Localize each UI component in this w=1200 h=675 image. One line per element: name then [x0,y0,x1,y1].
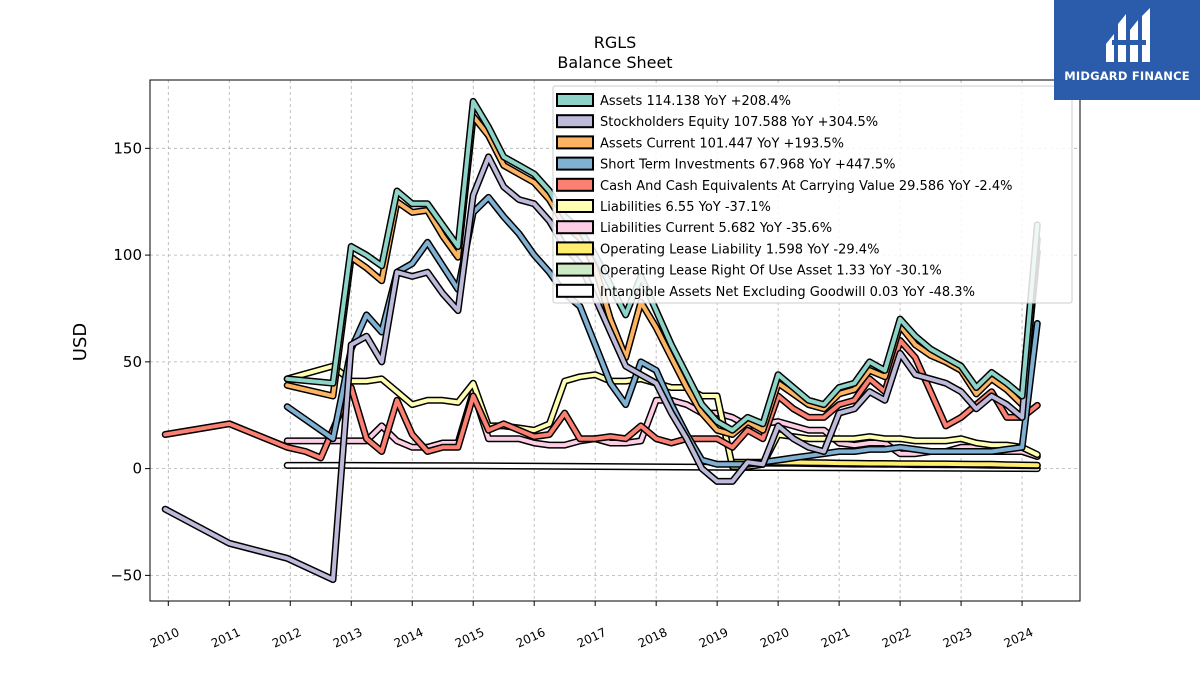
series-stroke [285,99,1040,433]
legend-entry: Liabilities Current 5.682 YoY -35.6% [600,221,832,236]
brand-logo: MIDGARD FINANCE [1054,0,1200,100]
series-line [283,97,1041,434]
series-stroke [285,114,1040,437]
x-tick-label: 2011 [209,625,243,651]
legend-entry: Short Term Investments 67.968 YoY +447.5… [600,158,896,173]
x-tick-label: 2020 [758,625,792,651]
series-line [161,153,1041,584]
series-stroke [163,154,1040,582]
legend-swatch [556,177,594,192]
legend-entry: Assets Current 101.447 YoY +193.5% [600,136,844,151]
legend-swatch [556,241,594,256]
legend-entry: Stockholders Equity 107.588 YoY +304.5% [600,115,878,130]
series-line [283,388,1041,460]
legend-entry: Cash And Cash Equivalents At Carrying Va… [600,179,1012,194]
legend-entry: Assets 114.138 YoY +208.4% [600,94,791,109]
x-tick-label: 2017 [575,625,609,651]
brand-name: MIDGARD FINANCE [1064,69,1190,83]
y-tick-label: −50 [110,566,142,584]
series-layer [161,97,1041,584]
legend-swatch [556,114,594,129]
x-tick-label: 2016 [514,625,548,651]
y-tick-label: 50 [123,353,142,371]
x-tick-label: 2024 [1002,625,1036,651]
legend-entry: Liabilities 6.55 YoY -37.1% [600,200,771,215]
y-tick-label: 0 [132,460,142,478]
legend-entry: Operating Lease Liability 1.598 YoY -29.… [600,242,879,257]
legend-swatch [556,262,594,277]
series-stroke [163,338,1040,460]
x-tick-label: 2012 [270,625,304,651]
x-tick-label: 2014 [392,625,426,651]
chart-title: RGLS [594,33,637,52]
legend-entry: Intangible Assets Net Excluding Goodwill… [600,285,975,300]
midgard-logo-icon [1106,8,1150,62]
plot-frame [149,79,1081,602]
legend-swatch [556,135,594,150]
series-line [283,362,1041,470]
x-tick-label: 2023 [941,625,975,651]
x-tick-label: 2013 [331,625,365,651]
x-axis-ticks: 2010 2011 2012 2013 2014 2015 2016 2017 2018 2019… [148,601,1035,651]
x-tick-label: 2015 [453,625,487,651]
x-tick-label: 2018 [636,625,670,651]
y-tick-label: 150 [113,139,142,157]
x-tick-label: 2022 [880,625,914,651]
chart-subtitle: Balance Sheet [557,53,672,72]
series-line [161,337,1041,462]
legend-swatch [556,283,594,298]
legend-swatch [556,199,594,213]
legend-swatch [556,156,594,171]
legend: Assets 114.138 YoY +208.4% Stockholders E… [552,85,1073,304]
legend-frame [552,85,1073,304]
series-stroke [285,364,1040,469]
series-stroke [285,389,1040,459]
series-line [283,112,1041,438]
x-tick-label: 2021 [819,625,853,651]
legend-swatch [556,220,594,235]
y-axis-ticks: −50 0 50 100 150 [110,139,150,584]
x-tick-label: 2010 [148,625,182,651]
legend-entry: Operating Lease Right Of Use Asset 1.33 … [600,264,942,279]
legend-swatch [556,93,594,107]
y-tick-label: 100 [113,246,142,264]
x-tick-label: 2019 [697,625,731,651]
y-axis-label: USD [70,323,91,361]
